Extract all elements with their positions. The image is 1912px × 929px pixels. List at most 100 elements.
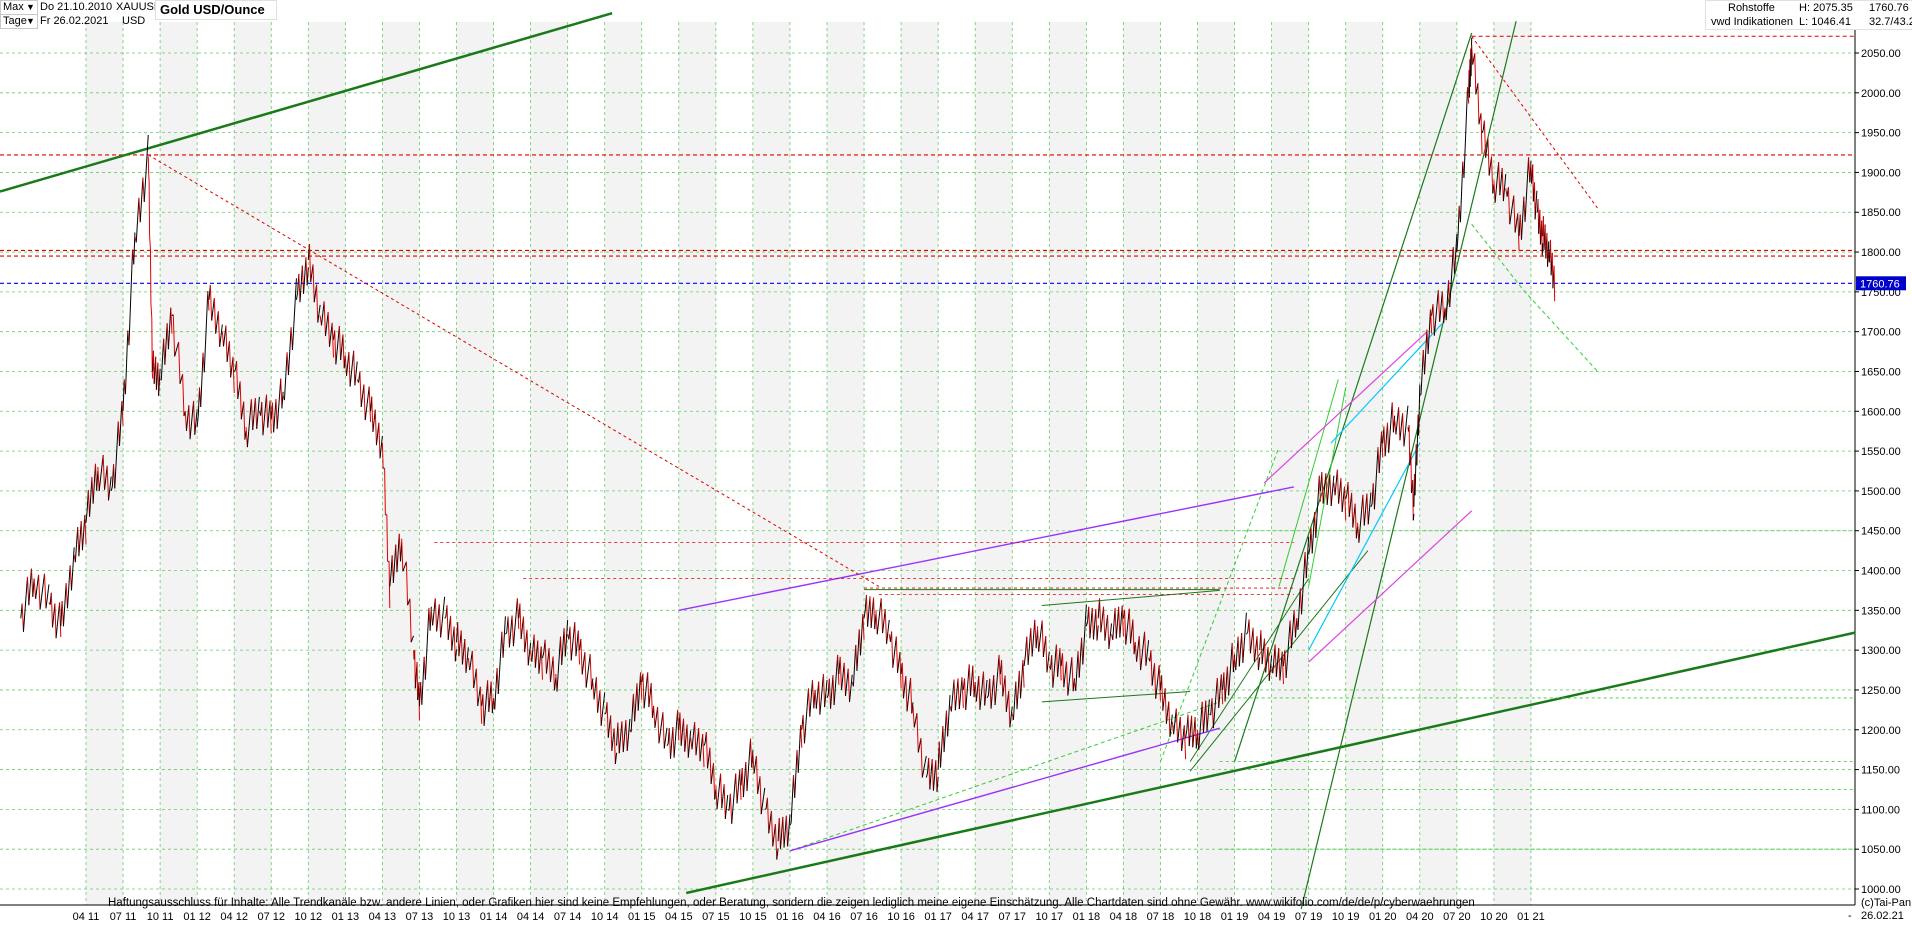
price-segment: [1184, 725, 1185, 759]
price-segment: [675, 726, 676, 742]
price-segment: [75, 545, 76, 563]
price-segment: [1544, 237, 1545, 250]
x-tick-label: 10 19: [1332, 911, 1360, 923]
price-segment: [1024, 655, 1025, 666]
price-segment: [892, 631, 893, 667]
price-segment: [1393, 416, 1394, 433]
price-segment: [600, 690, 601, 725]
price-segment: [1013, 701, 1014, 720]
price-segment: [877, 622, 878, 634]
x-tick-label: 01 21: [1517, 911, 1545, 923]
price-segment: [1327, 490, 1328, 505]
period-label: Tage: [3, 15, 27, 28]
price-segment: [415, 680, 416, 689]
price-segment: [1536, 191, 1537, 201]
price-segment: [727, 795, 728, 807]
price-segment: [1396, 421, 1397, 435]
x-tick-label: 01 20: [1369, 911, 1397, 923]
price-segment: [212, 309, 213, 320]
price-segment: [57, 614, 58, 626]
price-segment: [669, 728, 670, 759]
x-tick-label: 07 18: [1147, 911, 1175, 923]
price-segment: [146, 157, 147, 179]
price-segment: [879, 610, 880, 622]
x-tick-label: 10 11: [147, 911, 174, 923]
price-segment: [218, 311, 219, 346]
price-segment: [278, 395, 279, 412]
price-segment: [962, 677, 963, 708]
y-tick-label: 1000.00: [1861, 884, 1901, 896]
price-segment: [588, 665, 589, 676]
price-segment: [658, 707, 659, 743]
price-segment: [159, 369, 160, 383]
price-segment: [347, 364, 348, 376]
price-segment: [596, 677, 597, 712]
price-segment: [790, 823, 791, 825]
price-segment: [437, 618, 438, 632]
price-segment: [355, 373, 356, 385]
price-segment: [810, 698, 811, 716]
price-segment: [144, 180, 145, 202]
price-segment: [1413, 514, 1414, 520]
price-segment: [214, 298, 215, 333]
x-tick-label: 01 19: [1221, 911, 1249, 923]
price-segment: [1193, 732, 1194, 747]
price-segment: [229, 341, 230, 377]
price-segment: [1089, 607, 1090, 638]
x-tick-label: 04 16: [813, 911, 841, 923]
price-segment: [379, 423, 380, 458]
price-segment: [25, 595, 26, 613]
price-segment: [1115, 608, 1116, 639]
price-segment: [743, 780, 744, 798]
price-segment: [1243, 646, 1244, 663]
price-segment: [1475, 53, 1476, 94]
x-tick-label: 01 12: [183, 911, 211, 923]
price-segment: [866, 595, 867, 626]
range-selector[interactable]: Max ▼: [0, 0, 38, 15]
price-segment: [651, 683, 652, 718]
price-segment: [425, 656, 426, 680]
y-tick-label: 1450.00: [1861, 526, 1901, 538]
price-segment: [748, 756, 749, 774]
y-tick-label: 1850.00: [1861, 207, 1901, 219]
price-segment: [572, 635, 573, 648]
price-segment: [1549, 251, 1550, 262]
price-segment: [883, 621, 884, 633]
x-tick-label: 10 17: [1036, 911, 1064, 923]
price-segment: [1109, 636, 1110, 649]
price-segment: [1180, 717, 1181, 751]
price-segment: [147, 135, 148, 157]
x-tick-label: 04 20: [1406, 911, 1434, 923]
price-segment: [451, 616, 452, 651]
price-segment: [443, 597, 444, 611]
price-segment: [294, 302, 295, 326]
price-segment: [1040, 631, 1041, 641]
price-segment: [277, 412, 278, 429]
low-label: L: 1046.41: [1799, 16, 1851, 29]
price-segment: [1342, 499, 1343, 512]
price-segment: [823, 674, 824, 707]
price-segment: [27, 577, 28, 605]
period-selector[interactable]: Tage ▼: [0, 14, 38, 29]
price-segment: [45, 574, 46, 609]
date-from: Do 21.10.2010: [40, 1, 112, 14]
price-segment: [1335, 483, 1336, 496]
price-segment: [1412, 487, 1413, 493]
x-tick-label: 10 16: [887, 911, 915, 923]
price-segment: [226, 326, 227, 362]
x-tick-label: 10 18: [1184, 911, 1212, 923]
price-segment: [513, 630, 514, 646]
price-segment: [1249, 619, 1250, 653]
price-segment: [495, 689, 496, 710]
price-segment: [356, 362, 357, 374]
price-segment: [435, 598, 436, 631]
price-segment: [51, 593, 52, 628]
x-tick-label: 10 15: [739, 911, 767, 923]
price-segment: [1100, 598, 1101, 632]
price-segment: [1389, 436, 1390, 453]
price-segment: [204, 345, 205, 372]
x-tick-label: 04 11: [73, 911, 100, 923]
price-segment: [900, 652, 901, 688]
x-tick-label: 07 15: [702, 911, 730, 923]
price-segment: [454, 627, 455, 662]
